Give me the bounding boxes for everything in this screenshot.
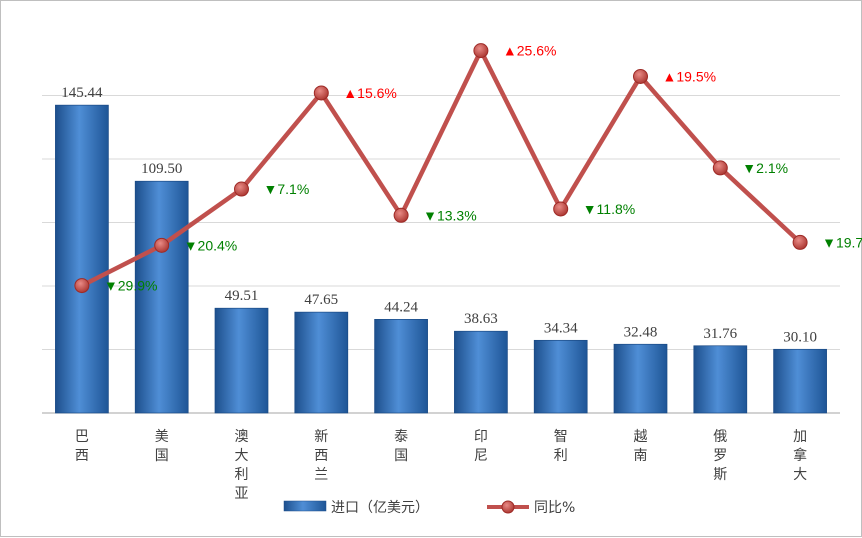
line-point (712, 160, 728, 176)
line-point (74, 278, 90, 294)
line-value-label: ▼13.3% (423, 207, 477, 223)
category-label: 美国 (155, 429, 169, 464)
line-value-label: ▼11.8% (583, 201, 636, 217)
bar-value-label: 34.34 (544, 320, 578, 336)
bar-value-label: 32.48 (624, 324, 658, 340)
bar-value-label: 30.10 (783, 329, 817, 345)
line-value-label: ▼29.9% (104, 278, 158, 294)
line-value-label: ▲25.6% (503, 43, 557, 59)
legend-line-marker (501, 500, 515, 514)
line-value-label: ▼20.4% (184, 237, 238, 253)
legend-bar-label: 进口（亿美元） (331, 500, 429, 516)
line-series (74, 43, 808, 294)
bar (454, 330, 508, 414)
line-point (313, 85, 329, 101)
line-value-label: ▲19.5% (663, 68, 717, 84)
bar (693, 345, 748, 414)
bar-value-label: 49.51 (225, 288, 259, 304)
bar-value-label: 145.44 (61, 85, 103, 101)
category-labels: 巴西 美国 澳大利亚 新西兰 泰国 印尼 智利 越南 俄罗斯 加拿大 (75, 429, 807, 502)
legend-line-label: 同比% (534, 500, 575, 516)
category-label: 新西兰 (314, 429, 328, 483)
bar (773, 348, 827, 414)
category-label: 越南 (634, 429, 648, 464)
bar (533, 339, 588, 414)
line-value-label: ▼19.7% (822, 234, 862, 250)
bar (55, 104, 109, 414)
category-label: 智利 (554, 429, 568, 464)
line-value-label: ▲15.6% (343, 85, 397, 101)
category-label: 泰国 (394, 429, 408, 464)
bar (294, 311, 349, 414)
line-point (154, 237, 170, 253)
category-label: 加拿大 (793, 429, 807, 483)
line-point (473, 43, 489, 59)
bar (613, 343, 668, 414)
line-path (80, 48, 802, 288)
line-point (393, 207, 409, 223)
bar-value-label: 38.63 (464, 311, 498, 327)
line-value-label: ▼7.1% (264, 181, 310, 197)
line-point (234, 181, 249, 197)
bar-value-label: 31.76 (703, 326, 737, 342)
legend-bar-swatch (283, 500, 327, 512)
bar-value-label: 47.65 (304, 292, 338, 308)
bar-series (55, 104, 827, 414)
category-label: 俄罗斯 (713, 429, 727, 483)
data-labels: 145.44 109.50 49.51 47.65 44.24 38.63 34.34 32.… (61, 43, 862, 346)
category-label: 澳大利亚 (235, 429, 249, 502)
line-point (792, 234, 808, 250)
line-value-label: ▼2.1% (742, 160, 788, 176)
bar-value-label: 109.50 (141, 161, 182, 177)
legend: 进口（亿美元） 同比% (283, 500, 575, 516)
category-label: 巴西 (75, 429, 89, 464)
category-label: 印尼 (474, 429, 488, 464)
bar (214, 307, 269, 414)
bar (374, 319, 428, 414)
bar-value-label: 44.24 (384, 299, 418, 315)
bar (134, 180, 189, 414)
line-point (633, 68, 648, 84)
line-point (553, 201, 569, 217)
